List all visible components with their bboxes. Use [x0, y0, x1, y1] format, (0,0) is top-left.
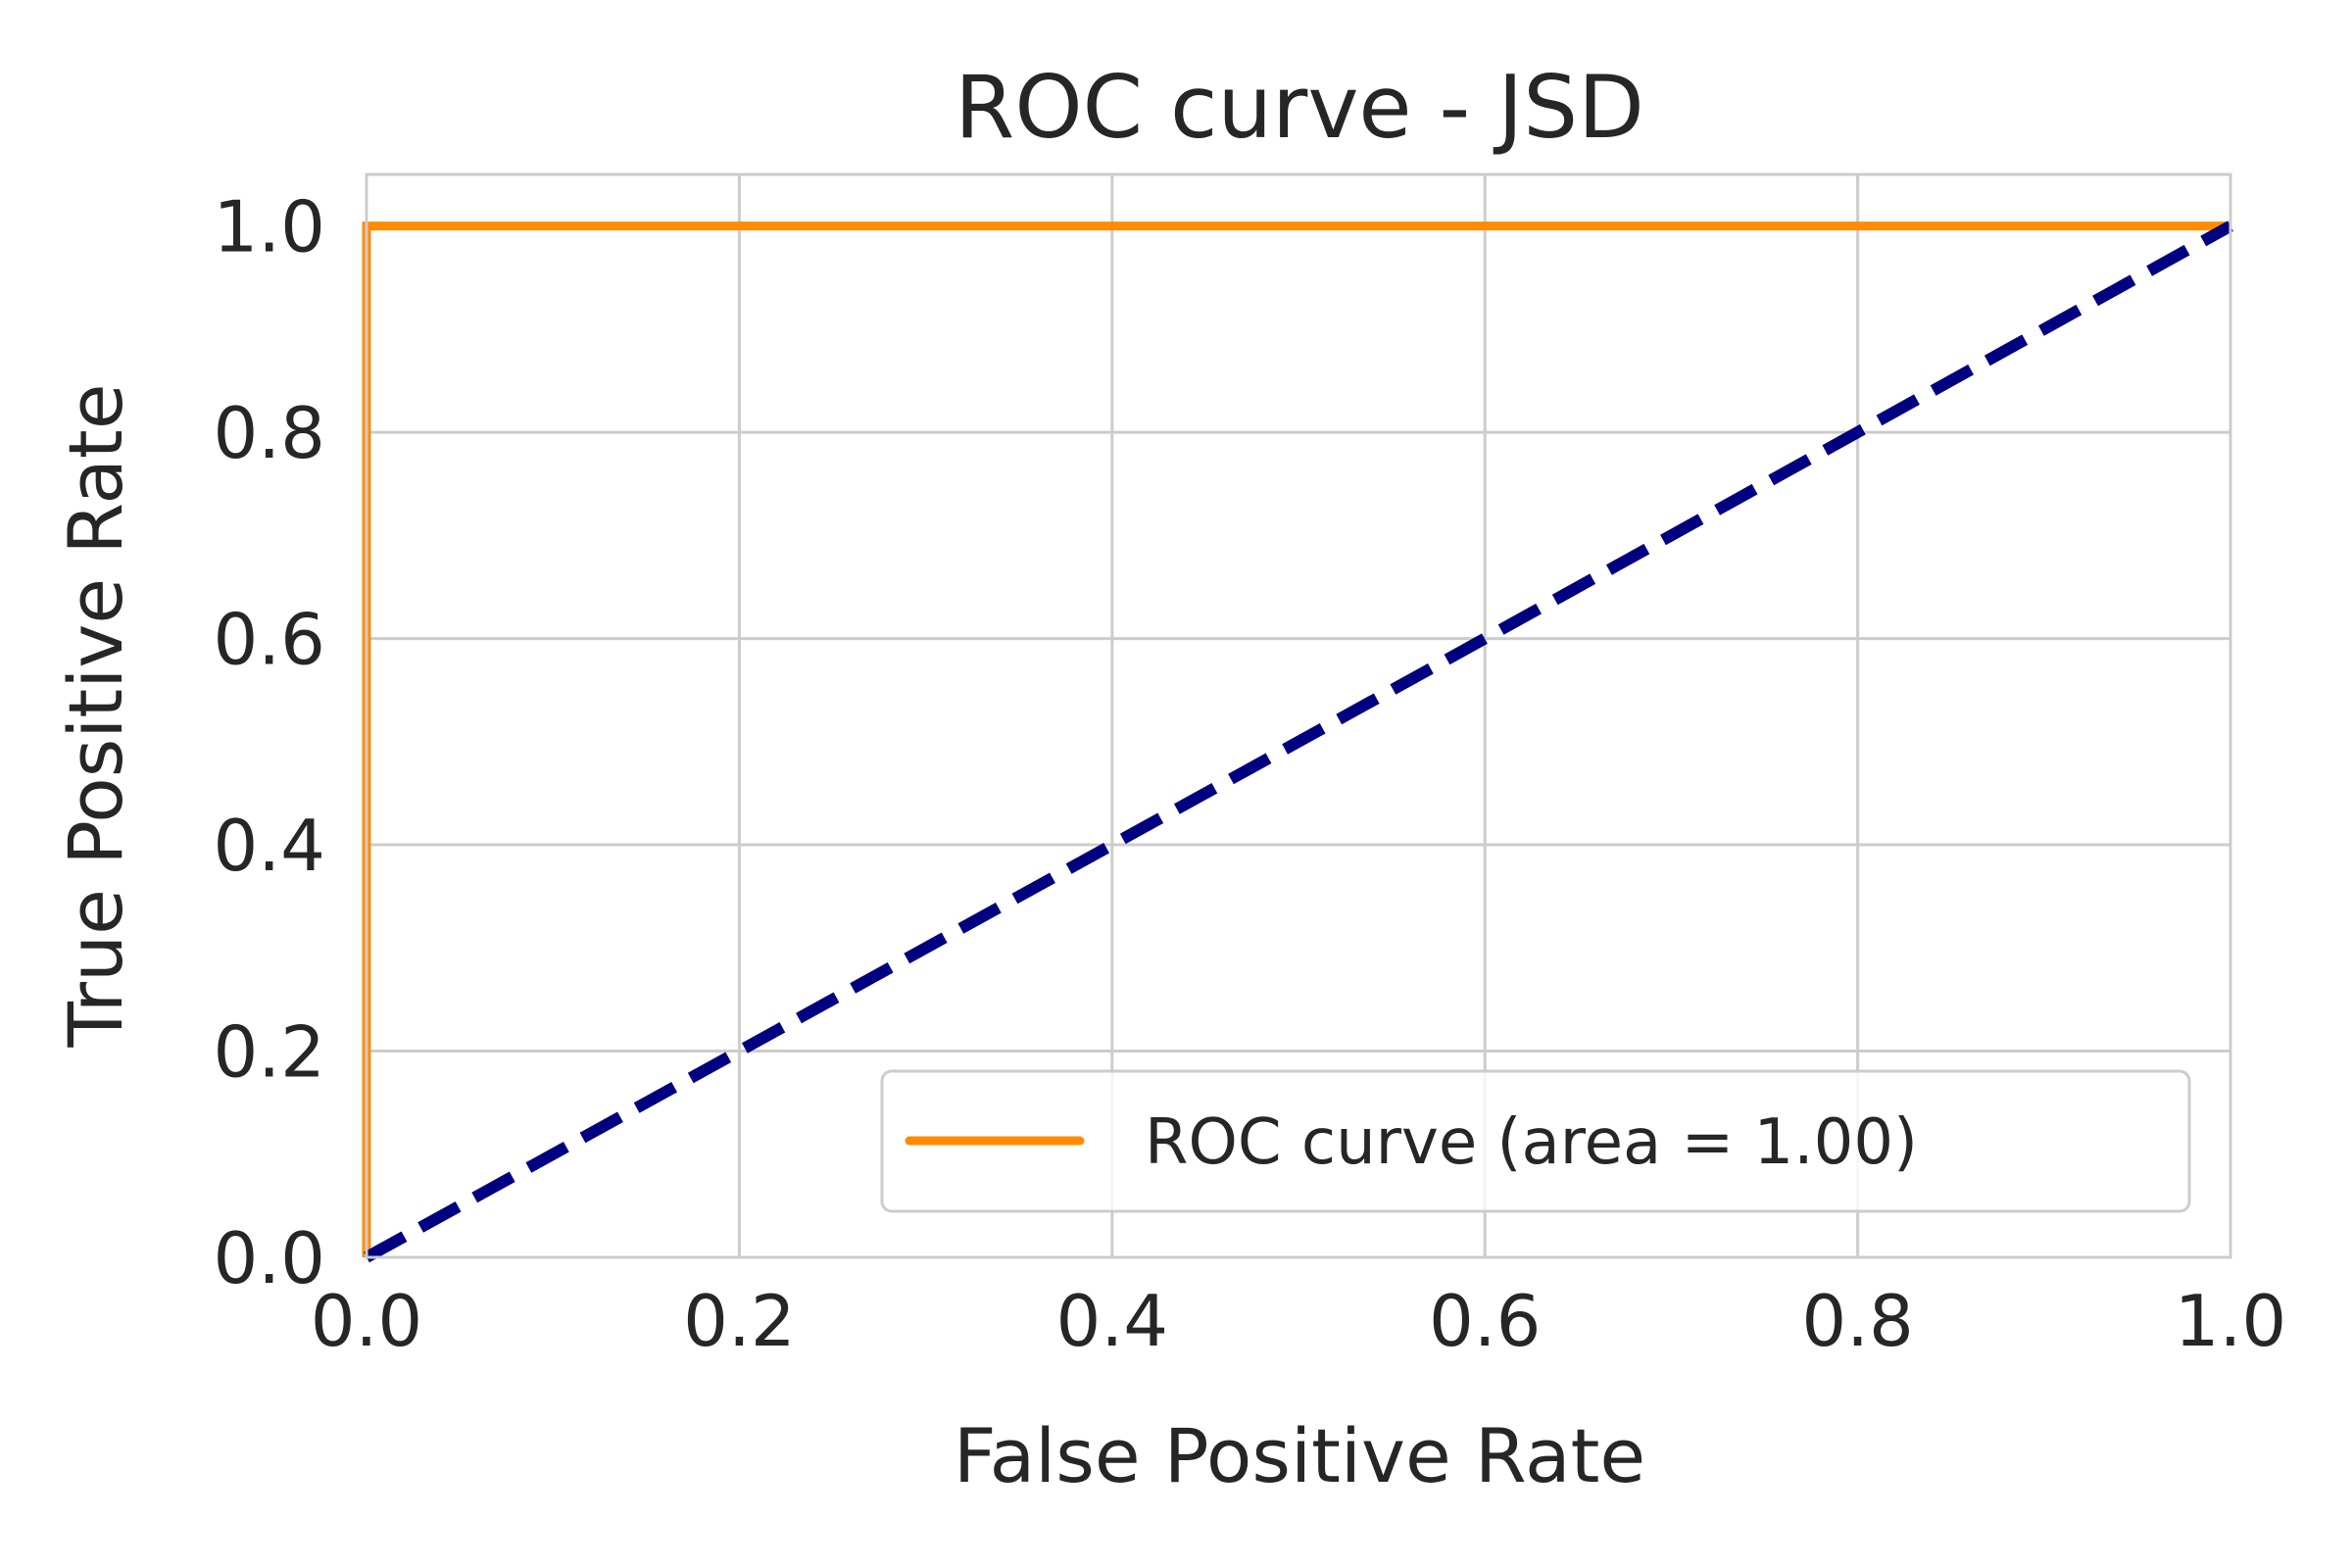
y-tick-label-4: 0.8 [213, 392, 325, 474]
legend-box [880, 1069, 2191, 1213]
x-axis-label: False Positive Rate [954, 1412, 1645, 1499]
y-tick-label-0: 0.0 [213, 1217, 325, 1299]
x-tick-label-0: 0.0 [311, 1280, 423, 1362]
x-tick-label-2: 0.4 [1056, 1280, 1169, 1362]
y-tick-label-3: 0.6 [213, 599, 325, 681]
x-tick-label-3: 0.6 [1429, 1280, 1542, 1362]
y-axis-label: True Positive Rate [52, 384, 139, 1049]
x-tick-label-1: 0.2 [683, 1280, 796, 1362]
axes-frame [365, 172, 2232, 1259]
x-tick-label-4: 0.8 [1801, 1280, 1914, 1362]
y-tick-label-2: 0.4 [213, 805, 325, 887]
chance-diagonal-line [364, 220, 2233, 1263]
legend-label-roc: ROC curve (area = 1.00) [1145, 1106, 1918, 1179]
y-tick-label-1: 0.2 [213, 1011, 325, 1094]
y-tick-label-5: 1.0 [213, 186, 325, 269]
x-tick-label-5: 1.0 [2175, 1280, 2287, 1362]
legend: ROC curve (area = 1.00) [880, 1069, 2191, 1213]
chart-title: ROC curve - JSD [955, 57, 1644, 158]
